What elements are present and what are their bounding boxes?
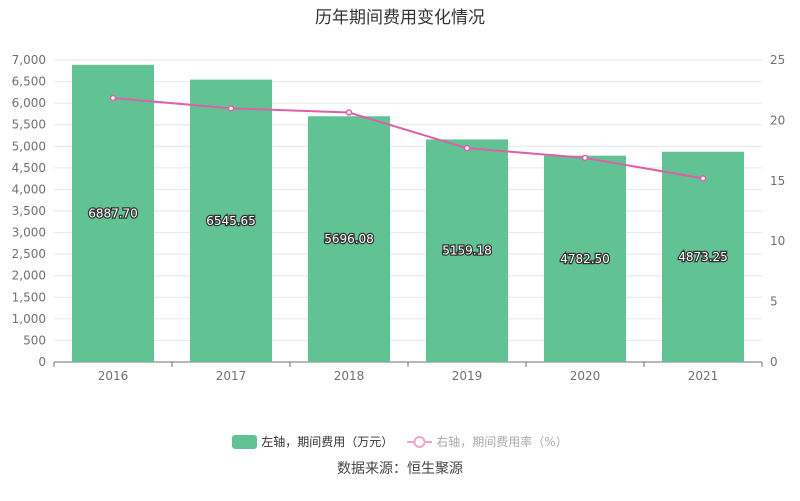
rate-point xyxy=(345,109,353,116)
left-tick-label: 7,000 xyxy=(12,53,46,67)
left-tick-label: 2,500 xyxy=(12,247,46,261)
right-tick-label: 10 xyxy=(770,234,785,248)
left-tick-label: 0 xyxy=(38,355,46,369)
legend: 左轴，期间费用（万元） 右轴，期间费用率（%） xyxy=(0,433,800,450)
rate-line xyxy=(112,97,704,180)
left-tick-label: 5,500 xyxy=(12,118,46,132)
bar xyxy=(308,116,390,362)
rate-point xyxy=(227,105,235,112)
bar xyxy=(190,79,272,362)
bar xyxy=(662,151,744,362)
legend-bar[interactable]: 左轴，期间费用（万元） xyxy=(232,433,393,450)
x-tick-label: 2019 xyxy=(452,369,483,383)
right-tick-label: 0 xyxy=(770,355,778,369)
right-tick-label: 25 xyxy=(770,53,785,67)
x-tick-label: 2018 xyxy=(334,369,365,383)
bar-data-label: 4873.25 xyxy=(678,250,728,264)
left-tick-label: 6,000 xyxy=(12,96,46,110)
legend-bar-label: 左轴，期间费用（万元） xyxy=(261,435,394,449)
left-tick-label: 1,500 xyxy=(12,290,46,304)
left-tick-label: 4,500 xyxy=(12,161,46,175)
bar xyxy=(426,139,508,362)
left-tick-label: 500 xyxy=(23,333,46,347)
source-note: 数据来源：恒生聚源 xyxy=(337,461,463,477)
left-tick-label: 3,000 xyxy=(12,226,46,240)
right-tick-label: 5 xyxy=(770,295,778,309)
bar xyxy=(72,64,154,362)
right-tick-label: 20 xyxy=(770,113,785,127)
left-tick-label: 3,500 xyxy=(12,204,46,218)
legend-bar-swatch xyxy=(232,434,258,449)
bar-data-label: 6887.70 xyxy=(88,206,138,220)
legend-line[interactable]: 右轴，期间费用率（%） xyxy=(407,433,568,450)
left-tick-label: 5,000 xyxy=(12,139,46,153)
rate-point xyxy=(581,154,589,162)
bar xyxy=(544,155,626,362)
legend-line-swatch xyxy=(407,435,433,448)
x-tick-label: 2017 xyxy=(216,369,247,383)
bar-data-label: 5159.18 xyxy=(442,244,492,258)
legend-line-label: 右轴，期间费用率（%） xyxy=(436,435,568,449)
chart-title: 历年期间费用变化情况 xyxy=(315,8,485,28)
bar-data-label: 5696.08 xyxy=(324,232,374,246)
bar-data-label: 4782.50 xyxy=(560,252,610,266)
bar-data-label: 6545.65 xyxy=(206,214,256,228)
left-tick-label: 2,000 xyxy=(12,269,46,283)
left-tick-label: 4,000 xyxy=(12,182,46,196)
right-tick-label: 15 xyxy=(770,174,785,188)
rate-point xyxy=(109,94,117,102)
x-tick-label: 2020 xyxy=(570,369,601,383)
x-tick-label: 2021 xyxy=(688,369,719,383)
rate-point xyxy=(463,144,471,152)
left-tick-label: 1,000 xyxy=(12,312,46,326)
x-tick-label: 2016 xyxy=(98,369,129,383)
rate-point xyxy=(699,175,707,182)
left-tick-label: 6,500 xyxy=(12,75,46,89)
